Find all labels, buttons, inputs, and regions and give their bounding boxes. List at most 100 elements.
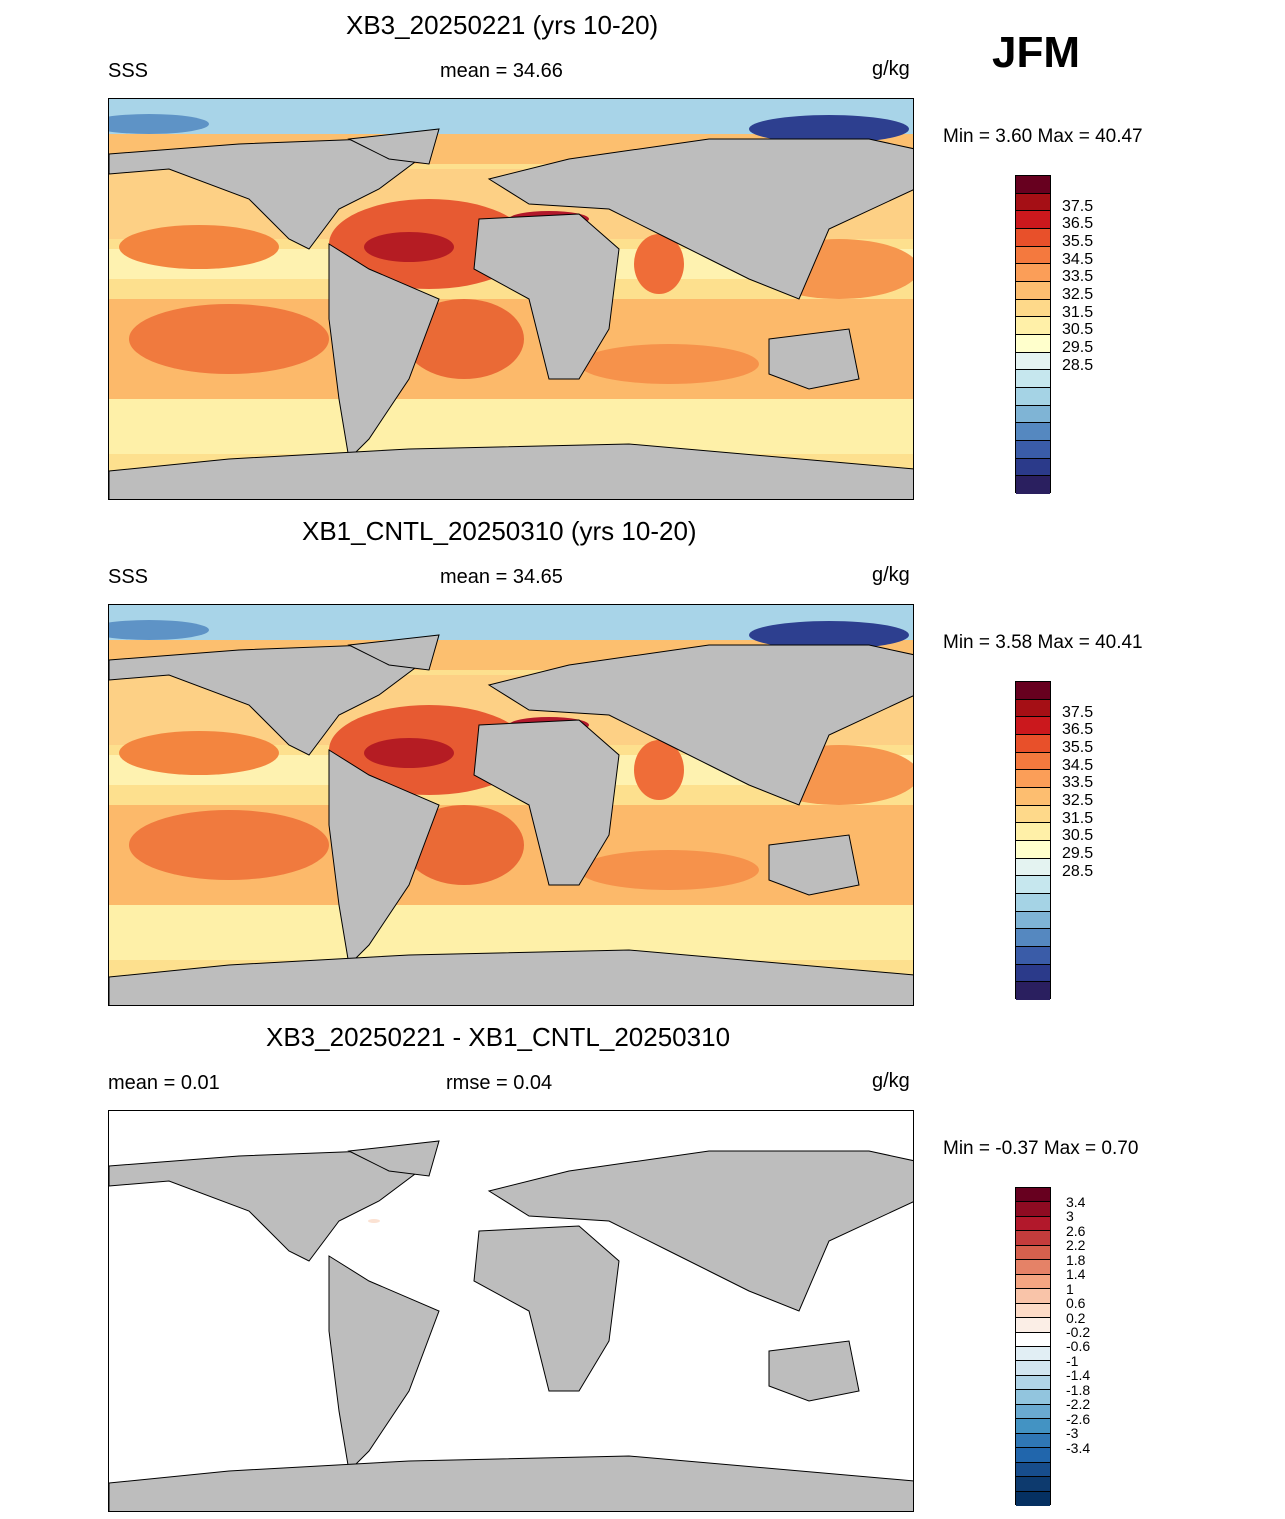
colorbar-tick-label: 29.5 xyxy=(1062,339,1094,357)
colorbar-segment xyxy=(1016,929,1050,947)
colorbar-segment xyxy=(1016,734,1050,753)
colorbar-tick-label: 31.5 xyxy=(1062,809,1094,827)
colorbar-segment xyxy=(1016,1419,1050,1434)
colorbar-segment xyxy=(1016,1274,1050,1290)
panel-3-title: XB3_20250221 - XB1_CNTL_20250310 xyxy=(266,1022,731,1052)
greenland xyxy=(347,1140,440,1177)
colorbar-tick-label: -3.4 xyxy=(1066,1439,1091,1456)
australia xyxy=(768,328,860,390)
colorbar-tick-label: 35.5 xyxy=(1062,739,1094,757)
colorbar-tick-label: 36.5 xyxy=(1062,215,1094,233)
colorbar-segment xyxy=(1016,176,1050,194)
colorbar-segment xyxy=(1016,1245,1050,1261)
colorbar-segment xyxy=(1016,1188,1050,1203)
colorbar-segment xyxy=(1016,893,1050,912)
colorbar-segment xyxy=(1016,1202,1050,1217)
south-america xyxy=(328,1255,440,1473)
panel-1-units-label: g/kg xyxy=(872,58,910,80)
colorbar-tick-label: 1.8 xyxy=(1066,1251,1086,1268)
south-pacific-max xyxy=(129,810,329,880)
colorbar-segment xyxy=(1016,699,1050,718)
colorbar-tick-label: 3.4 xyxy=(1066,1193,1086,1210)
colorbar-segment xyxy=(1016,858,1050,877)
colorbar-segment xyxy=(1016,840,1050,859)
colorbar-segment xyxy=(1016,982,1050,1000)
colorbar-tick-label: 32.5 xyxy=(1062,792,1094,810)
north-atlantic-core xyxy=(364,738,454,768)
eurasia xyxy=(487,1150,913,1312)
colorbar-segment xyxy=(1016,1303,1050,1319)
greenland xyxy=(347,128,440,165)
colorbar-segment xyxy=(1016,717,1050,735)
colorbar-tick-label: -3 xyxy=(1066,1425,1079,1442)
colorbar-segment xyxy=(1016,805,1050,824)
panel-2-minmax-label: Min = 3.58 Max = 40.41 xyxy=(943,632,1143,653)
colorbar-tick-label: 3 xyxy=(1066,1208,1074,1225)
colorbar-segment xyxy=(1016,1231,1050,1246)
colorbar-tick-label: 37.5 xyxy=(1062,197,1094,215)
panel-3-units-label: g/kg xyxy=(872,1070,910,1092)
colorbar-tick-label: 33.5 xyxy=(1062,268,1094,286)
colorbar-segment xyxy=(1016,299,1050,318)
arctic-fresh xyxy=(749,115,909,143)
panel-1-title: XB3_20250221 (yrs 10-20) xyxy=(346,10,659,40)
colorbar-segment xyxy=(1016,370,1050,388)
colorbar-tick-label: 0.2 xyxy=(1066,1309,1086,1326)
diff-patch-atlantic xyxy=(368,1219,380,1223)
colorbar-segment xyxy=(1016,193,1050,212)
panel-1-map-svg xyxy=(109,99,913,499)
colorbar-tick-label: -2.6 xyxy=(1066,1410,1091,1427)
north-pacific-max xyxy=(119,225,279,269)
colorbar-tick-label: 0.6 xyxy=(1066,1295,1086,1312)
arabian-sea-max xyxy=(634,234,684,294)
colorbar-segment xyxy=(1016,1346,1050,1362)
south-america xyxy=(328,243,440,461)
colorbar-tick-label: 1 xyxy=(1066,1280,1074,1297)
africa xyxy=(473,1225,620,1392)
south-atlantic-max xyxy=(404,299,524,379)
indian-ocean-max xyxy=(579,850,759,890)
colorbar-tick-label: 30.5 xyxy=(1062,321,1094,339)
colorbar-tick-label: 32.5 xyxy=(1062,286,1094,304)
colorbar-segment xyxy=(1016,1260,1050,1275)
australia xyxy=(768,1340,860,1402)
colorbar-segment xyxy=(1016,281,1050,300)
colorbar-segment xyxy=(1016,1433,1050,1449)
south-pacific-max xyxy=(129,304,329,374)
colorbar-segment xyxy=(1016,458,1050,477)
australia xyxy=(768,834,860,896)
panel-2-title: XB1_CNTL_20250310 (yrs 10-20) xyxy=(302,516,697,546)
africa xyxy=(473,213,620,380)
colorbar-segment xyxy=(1016,682,1050,700)
colorbar-segment xyxy=(1016,405,1050,424)
panel-1-map xyxy=(108,98,914,500)
panel-1-colorbar xyxy=(1015,175,1051,494)
colorbar-tick-label: 29.5 xyxy=(1062,845,1094,863)
colorbar-segment xyxy=(1016,1491,1050,1506)
colorbar-tick-label: 30.5 xyxy=(1062,827,1094,845)
colorbar-segment xyxy=(1016,1390,1050,1405)
antarctica xyxy=(109,1455,913,1511)
colorbar-segment xyxy=(1016,440,1050,459)
eurasia xyxy=(487,644,913,806)
colorbar-tick-label: 2.6 xyxy=(1066,1222,1086,1239)
southern-ocean-band xyxy=(109,905,913,960)
beaufort-fresh xyxy=(109,114,209,134)
indian-ocean-max xyxy=(579,344,759,384)
panel-1-minmax-label: Min = 3.60 Max = 40.47 xyxy=(943,126,1143,147)
colorbar-segment xyxy=(1016,911,1050,930)
colorbar-segment xyxy=(1016,423,1050,441)
colorbar-segment xyxy=(1016,1477,1050,1492)
colorbar-segment xyxy=(1016,946,1050,965)
panel-3-colorbar xyxy=(1015,1187,1051,1506)
panel-2-units-label: g/kg xyxy=(872,564,910,586)
colorbar-tick-label: -1 xyxy=(1066,1352,1079,1369)
colorbar-segment xyxy=(1016,1289,1050,1304)
south-america xyxy=(328,749,440,967)
north-pacific-max xyxy=(119,731,279,775)
colorbar-tick-label: -0.2 xyxy=(1066,1323,1091,1340)
arabian-sea-max xyxy=(634,740,684,800)
panel-3-map xyxy=(108,1110,914,1512)
colorbar-segment xyxy=(1016,1318,1050,1333)
panel-1-variable-label: SSS xyxy=(108,60,149,82)
